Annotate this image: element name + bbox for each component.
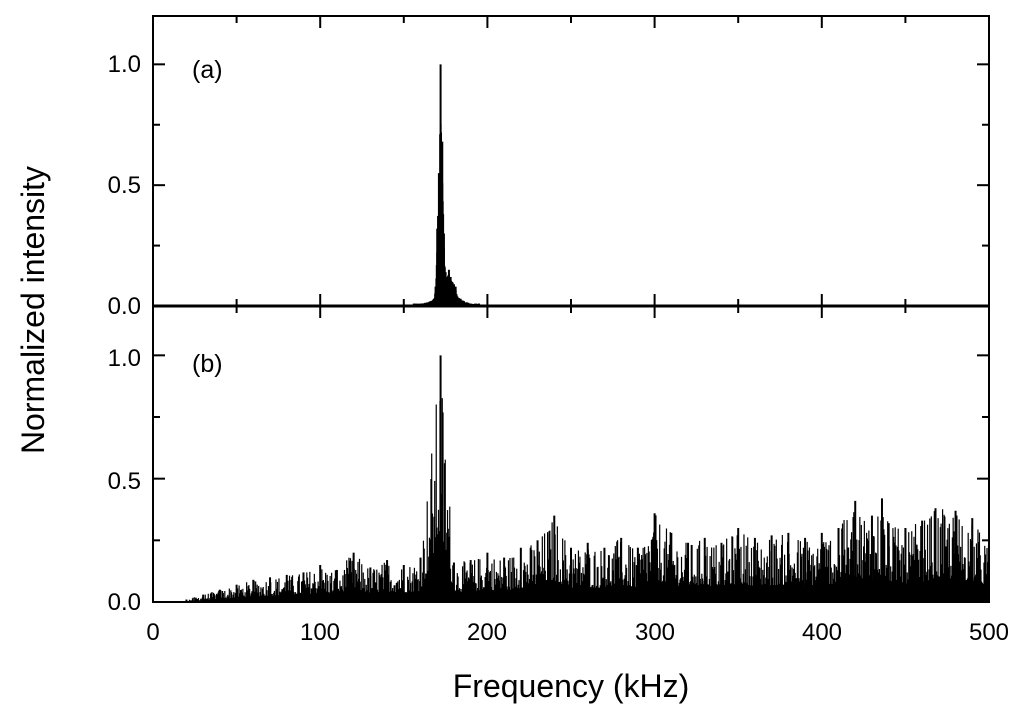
panel-b-label: (b)	[192, 350, 223, 378]
xtick-100: 100	[300, 619, 340, 646]
panel-a-ytick-2: 1.0	[108, 51, 141, 78]
xtick-200: 200	[467, 619, 507, 646]
panel-b-bars	[185, 355, 990, 602]
panel-a-frame	[152, 15, 990, 307]
y-axis-title: Normalized intensity	[15, 166, 51, 454]
xtick-400: 400	[802, 619, 842, 646]
x-axis-title: Frequency (kHz)	[453, 668, 690, 704]
panel-a-label: (a)	[192, 56, 223, 84]
panel-a-ytick-1: 0.5	[108, 172, 141, 199]
xtick-300: 300	[635, 619, 675, 646]
panel-a-ytick-0: 0.0	[108, 293, 141, 320]
panel-a-bars	[412, 64, 481, 306]
xtick-0: 0	[146, 619, 159, 646]
panel-b-ytick-1: 0.5	[108, 468, 141, 495]
xtick-500: 500	[969, 619, 1009, 646]
axis-ticks	[152, 16, 990, 603]
panel-b-ytick-2: 1.0	[108, 345, 141, 372]
panel-b-ytick-0: 0.0	[108, 589, 141, 616]
